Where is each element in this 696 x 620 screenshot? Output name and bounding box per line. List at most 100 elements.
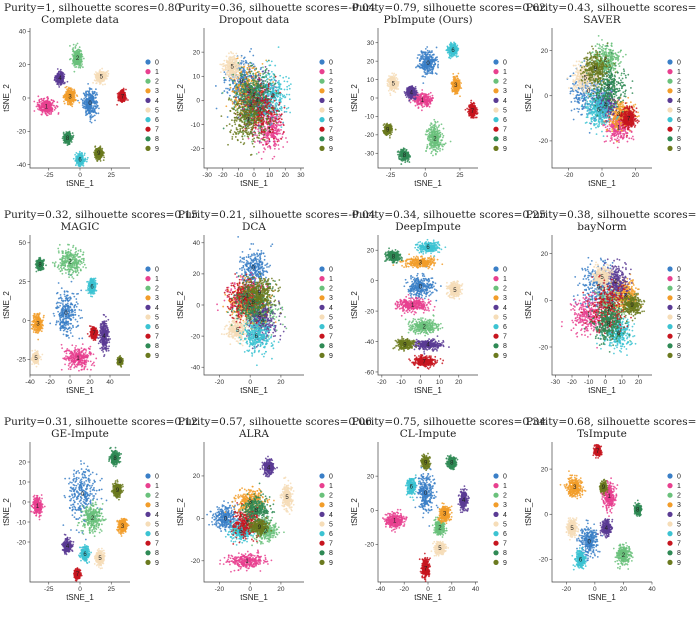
scatter-point [267, 69, 270, 72]
scatter-point [46, 99, 49, 101]
scatter-point [121, 98, 123, 101]
scatter-point [96, 80, 99, 82]
scatter-point [77, 164, 80, 167]
scatter-point [43, 97, 46, 100]
scatter-point [76, 42, 79, 45]
scatter-point [66, 97, 69, 100]
scatter-point [260, 157, 263, 160]
scatter-point [120, 97, 123, 99]
scatter-point [72, 43, 75, 46]
scatter-point [77, 62, 80, 65]
scatter-point [55, 80, 58, 82]
scatter-point [73, 51, 75, 53]
scatter-point [229, 86, 232, 89]
scatter-point [280, 109, 283, 112]
scatter-point [270, 122, 273, 125]
scatter-point [70, 103, 73, 106]
scatter-point [98, 78, 101, 80]
scatter-point [231, 61, 234, 64]
scatter-point [87, 93, 89, 96]
scatter-point [47, 105, 50, 107]
scatter-point [40, 97, 43, 100]
scatter-point [83, 97, 86, 100]
scatter-point [101, 151, 104, 154]
scatter-point [95, 77, 98, 80]
scatter-point [67, 90, 70, 93]
scatter-point [283, 110, 286, 113]
scatter-point [92, 81, 94, 84]
scatter-point [127, 99, 129, 101]
scatter-point [277, 144, 280, 146]
scatter-point [116, 103, 118, 106]
scatter-point [93, 109, 95, 112]
scatter-point [85, 104, 87, 107]
scatter-point [81, 66, 84, 69]
legend-label: 1 [155, 69, 159, 76]
scatter-point [225, 87, 227, 90]
scatter-point [77, 99, 79, 102]
scatter-point [100, 154, 103, 157]
legend-swatch [145, 78, 151, 84]
scatter-point [72, 92, 75, 95]
scatter-point [79, 66, 82, 69]
scatter-point [240, 56, 243, 59]
scatter-point [236, 65, 238, 68]
scatter-point [52, 100, 55, 103]
scatter-point [55, 104, 58, 107]
scatter-point [83, 102, 86, 105]
scatter-point [103, 72, 105, 75]
scatter-point [42, 104, 45, 107]
scatter-point [50, 111, 53, 114]
scatter-point [120, 100, 123, 103]
scatter-point [229, 94, 231, 97]
scatter-point [40, 105, 43, 107]
scatter-point [246, 72, 248, 75]
scatter-point [76, 49, 79, 52]
scatter-points [33, 42, 129, 168]
scatter-point [78, 152, 81, 155]
scatter-point [87, 91, 90, 94]
scatter-point [46, 96, 48, 99]
scatter-point [52, 104, 55, 107]
scatter-point [288, 87, 291, 90]
scatter-point [275, 124, 278, 126]
scatter-point [74, 46, 77, 48]
scatter-point [75, 94, 78, 96]
scatter-point [228, 89, 231, 91]
scatter-point [81, 63, 83, 66]
scatter-point [47, 107, 50, 110]
scatter-point [214, 85, 217, 87]
scatter-point [273, 127, 276, 129]
scatter-point [280, 124, 283, 126]
x-tick-label: 0 [78, 172, 82, 179]
scatter-point [80, 55, 82, 58]
scatter-point [82, 106, 84, 109]
scatter-point [87, 100, 89, 103]
scatter-point [67, 93, 70, 96]
scatter-point [81, 104, 84, 107]
scatter-point [233, 74, 236, 77]
scatter-point [57, 83, 60, 86]
scatter-point [256, 134, 258, 137]
scatter-point [234, 61, 237, 63]
scatter-point [94, 97, 97, 99]
scatter-point [38, 101, 41, 104]
scatter-point [289, 83, 292, 86]
scatter-point [46, 101, 49, 104]
scatter-point [91, 108, 94, 111]
scatter-point [97, 112, 100, 115]
scatter-point [99, 160, 102, 162]
scatter-point [255, 153, 258, 155]
scatter-point [90, 114, 93, 116]
scatter-point [79, 162, 81, 165]
scatter-point [273, 143, 276, 146]
scatter-point [69, 100, 72, 103]
scatter-point [243, 65, 246, 68]
scatter-point [232, 52, 235, 55]
tsne-panel: Purity=0.36, silhouette scores=-0.04 Drop… [174, 0, 376, 206]
scatter-point [83, 105, 86, 108]
scatter-point [238, 75, 240, 78]
scatter-point [260, 141, 263, 144]
scatter-point [69, 92, 72, 94]
scatter-point [56, 101, 59, 104]
